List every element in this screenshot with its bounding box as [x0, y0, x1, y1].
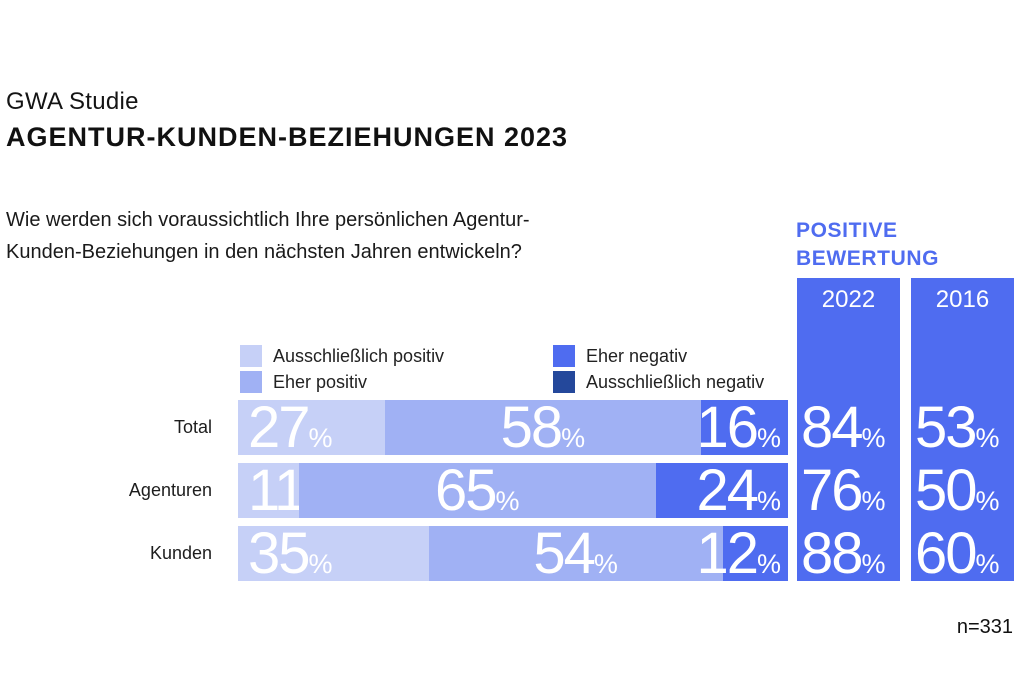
legend-swatch-ausschliesslich-negativ: [553, 371, 575, 393]
value-label: 58%: [500, 394, 586, 460]
question-line-2: Kunden-Beziehungen in den nächsten Jahre…: [6, 241, 522, 263]
bar-segment-eher_pos: 58%: [385, 394, 701, 460]
percent-sign: %: [975, 486, 1000, 516]
category-label-kunden: Kunden: [149, 543, 212, 563]
value-label: 54%: [533, 520, 618, 586]
page-title: AGENTUR-KUNDEN-BEZIEHUNGEN 2023: [6, 122, 569, 152]
percent-sign: %: [308, 422, 333, 453]
question-line-1: Wie werden sich voraussichtlich Ihre per…: [6, 209, 530, 231]
value-label: 12%: [696, 520, 781, 586]
survey-question: Wie werden sich voraussichtlich Ihre per…: [6, 204, 530, 268]
value-label: 53%: [915, 395, 1000, 460]
value-label: 76%: [801, 458, 886, 523]
positive-column-2016: 2016 53% 50% 60%: [911, 278, 1014, 586]
value-label: 24%: [696, 457, 781, 523]
bar-segment-excl_pos: 35%: [238, 520, 429, 586]
legend-swatch-ausschliesslich-positiv: [240, 345, 262, 367]
percent-sign: %: [861, 486, 886, 516]
percent-sign: %: [593, 548, 618, 579]
column-year-label: 2022: [821, 286, 876, 313]
bar-segment-eher_pos: 54%: [428, 520, 723, 586]
value-label: 35%: [248, 520, 333, 586]
value-label: 65%: [434, 457, 520, 523]
bar-row-total: 27% 58% 16%: [238, 394, 788, 460]
positive-heading-line-1: POSITIVE: [796, 219, 898, 242]
legend-label: Eher positiv: [273, 371, 368, 392]
legend-label: Eher negativ: [586, 345, 688, 366]
value-label: 84%: [801, 395, 886, 460]
value-label: 16%: [696, 394, 781, 460]
bar-row-kunden: 35% 54% 12%: [238, 520, 788, 586]
legend-label: Ausschließlich negativ: [586, 371, 765, 392]
bar-segment-eher_neg: 24%: [656, 457, 788, 523]
bar-segment-eher_neg: 12%: [696, 524, 788, 582]
percent-sign: %: [561, 422, 586, 453]
legend-item-eher-positiv: Eher positiv: [240, 371, 367, 393]
positive-column-2022: 2022 84% 76% 88%: [797, 278, 900, 586]
percent-sign: %: [756, 548, 781, 579]
sample-size: n=331: [956, 616, 1013, 638]
legend-swatch-eher-positiv: [240, 371, 262, 393]
bar-segment-excl_pos: 27%: [238, 394, 386, 460]
value-label: 50%: [915, 458, 1000, 523]
legend-item-eher-negativ: Eher negativ: [553, 345, 687, 367]
percent-sign: %: [495, 485, 520, 516]
value-label: 88%: [801, 521, 886, 586]
legend-label: Ausschließlich positiv: [273, 345, 445, 366]
bar-segment-eher_pos: 65%: [298, 457, 656, 523]
bar-row-agenturen: 11% 65% 24%: [238, 457, 788, 523]
category-label-total: Total: [173, 417, 212, 437]
legend-item-ausschliesslich-positiv: Ausschließlich positiv: [240, 345, 444, 367]
legend-item-ausschliesslich-negativ: Ausschließlich negativ: [553, 371, 764, 393]
kicker: GWA Studie: [6, 88, 139, 115]
percent-sign: %: [975, 549, 1000, 579]
column-year-label: 2016: [935, 286, 990, 313]
category-label-agenturen: Agenturen: [128, 480, 212, 500]
percent-sign: %: [756, 422, 781, 453]
percent-sign: %: [975, 423, 1000, 453]
positive-rating-heading: POSITIVE BEWERTUNG: [796, 217, 939, 273]
percent-sign: %: [861, 423, 886, 453]
percent-sign: %: [756, 485, 781, 516]
bar-segment-eher_neg: 16%: [696, 398, 788, 456]
percent-sign: %: [861, 549, 886, 579]
value-label: 60%: [915, 521, 1000, 586]
legend-swatch-eher-negativ: [553, 345, 575, 367]
percent-sign: %: [308, 548, 333, 579]
bar-segment-excl_pos: 11%: [238, 461, 328, 519]
positive-heading-line-2: BEWERTUNG: [796, 247, 940, 270]
value-label: 27%: [248, 394, 333, 460]
